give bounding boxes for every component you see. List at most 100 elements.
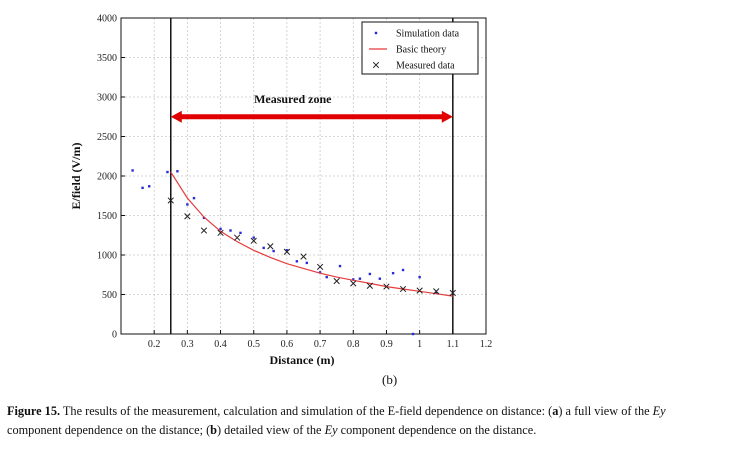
caption-text-1: The results of the measurement, calculat… bbox=[60, 404, 553, 418]
simulation-point bbox=[192, 196, 196, 200]
measured-point bbox=[167, 197, 174, 204]
measured-point bbox=[250, 237, 257, 244]
caption-text-4: ) detailed view of the bbox=[217, 423, 325, 437]
x-tick-label: 0.2 bbox=[148, 339, 161, 350]
simulation-point bbox=[358, 277, 362, 280]
x-tick-label: 1.1 bbox=[447, 339, 460, 350]
measured-point bbox=[399, 285, 407, 293]
figure-caption: Figure 15. The results of the measuremen… bbox=[7, 402, 723, 440]
simulation-point bbox=[186, 203, 189, 206]
measured-point bbox=[200, 227, 208, 234]
legend-label: Basic theory bbox=[396, 45, 446, 56]
legend-label: Simulation data bbox=[396, 29, 460, 40]
measured-point bbox=[233, 234, 241, 241]
measured-point bbox=[184, 213, 191, 220]
measured-zone-arrowhead-right bbox=[441, 110, 453, 123]
legend-box bbox=[361, 21, 479, 75]
panel-label: (b) bbox=[382, 372, 398, 387]
caption-text-2: ) a full view of the bbox=[558, 404, 653, 418]
x-tick-label: 0.7 bbox=[314, 339, 327, 350]
simulation-point bbox=[295, 260, 299, 263]
caption-text-3: component dependence on the distance; ( bbox=[7, 423, 211, 437]
y-tick-label: 500 bbox=[102, 290, 117, 301]
simulation-point bbox=[411, 332, 415, 336]
legend-swatch-x bbox=[372, 61, 380, 69]
x-tick-label: 0.9 bbox=[380, 339, 393, 350]
simulation-point bbox=[338, 264, 342, 268]
measured-point bbox=[350, 280, 357, 287]
chart: 0.2 0.3 0.4 0.5 0.6 0.7 0.8 0.9 1 1.1 1.2 0 500 1000… bbox=[69, 14, 492, 368]
simulation-point bbox=[401, 268, 405, 272]
measured-point bbox=[383, 283, 390, 290]
measured-point bbox=[333, 277, 340, 285]
measured-point bbox=[449, 289, 456, 297]
y-tick-label: 3500 bbox=[97, 53, 117, 64]
simulation-point bbox=[239, 231, 242, 235]
measured-point bbox=[300, 253, 307, 260]
series bbox=[131, 169, 456, 336]
legend: Simulation data Basic theory Measured data bbox=[361, 21, 479, 75]
simulation-point bbox=[378, 277, 382, 280]
measured-point bbox=[433, 288, 440, 295]
simulation-point bbox=[272, 249, 275, 253]
y-axis-ticks: 0 500 1000 1500 2000 2500 3000 3500 4000 bbox=[97, 14, 125, 341]
caption-ref-b: b bbox=[210, 423, 218, 437]
x-tick-label: 1.2 bbox=[480, 339, 493, 350]
legend-label: Measured data bbox=[396, 61, 455, 72]
caption-ey-1: Ey bbox=[652, 404, 666, 418]
caption-ref-a: a bbox=[552, 404, 559, 418]
x-tick-label: 0.5 bbox=[247, 339, 260, 350]
measured-point bbox=[217, 229, 224, 237]
caption-text-5: component dependence on the distance. bbox=[337, 423, 537, 437]
simulation-point bbox=[285, 249, 289, 252]
simulation-point bbox=[325, 275, 328, 279]
measured-point bbox=[267, 243, 274, 250]
simulation-point bbox=[166, 170, 169, 174]
simulation-point bbox=[141, 186, 144, 190]
x-tick-label: 0.3 bbox=[181, 339, 194, 350]
simulation-point bbox=[229, 229, 232, 232]
x-tick-label: 0.6 bbox=[281, 339, 294, 350]
simulation-point bbox=[305, 261, 309, 265]
series-measured-data bbox=[167, 197, 456, 297]
x-axis-title: Distance (m) bbox=[270, 353, 335, 367]
y-tick-label: 0 bbox=[112, 330, 117, 341]
measured-point bbox=[316, 263, 324, 271]
x-tick-label: 0.8 bbox=[347, 339, 360, 350]
y-tick-label: 4000 bbox=[97, 14, 117, 25]
measured-zone-label: Measured zone bbox=[254, 92, 332, 106]
series-basic-theory bbox=[170, 171, 453, 297]
measured-zone-arrowhead-left bbox=[170, 110, 182, 123]
simulation-point bbox=[368, 272, 372, 276]
simulation-point bbox=[176, 170, 179, 173]
x-tick-label: 0.4 bbox=[214, 339, 227, 350]
measured-point bbox=[366, 282, 374, 289]
simulation-point bbox=[318, 271, 322, 274]
measured-zone-annotation: Measured zone bbox=[170, 92, 453, 123]
y-tick-label: 1500 bbox=[97, 211, 117, 222]
simulation-point bbox=[262, 246, 265, 250]
y-tick-label: 3000 bbox=[97, 93, 117, 104]
simulation-point bbox=[131, 169, 134, 172]
simulation-point bbox=[148, 185, 151, 188]
x-axis-ticks: 0.2 0.3 0.4 0.5 0.6 0.7 0.8 0.9 1 1.1 1.2 bbox=[148, 330, 492, 350]
y-tick-label: 2000 bbox=[97, 172, 117, 183]
simulation-point bbox=[391, 271, 395, 275]
y-tick-label: 2500 bbox=[97, 132, 117, 143]
simulation-point bbox=[418, 275, 421, 279]
simulation-point bbox=[435, 291, 438, 295]
x-tick-label: 1 bbox=[417, 339, 422, 350]
legend-swatch-dot bbox=[374, 31, 378, 35]
caption-ey-2: Ey bbox=[324, 423, 338, 437]
simulation-point bbox=[352, 278, 355, 281]
measured-point bbox=[416, 287, 423, 294]
measured-point bbox=[283, 248, 291, 255]
simulation-point bbox=[202, 216, 206, 220]
series-simulation-data bbox=[131, 169, 438, 336]
theory-curve bbox=[170, 171, 453, 297]
simulation-point bbox=[219, 227, 222, 231]
y-axis-title: E/field (V/m) bbox=[69, 143, 83, 210]
caption-lead: Figure 15. bbox=[7, 404, 61, 418]
y-tick-label: 1000 bbox=[97, 251, 117, 262]
simulation-point bbox=[252, 236, 255, 239]
